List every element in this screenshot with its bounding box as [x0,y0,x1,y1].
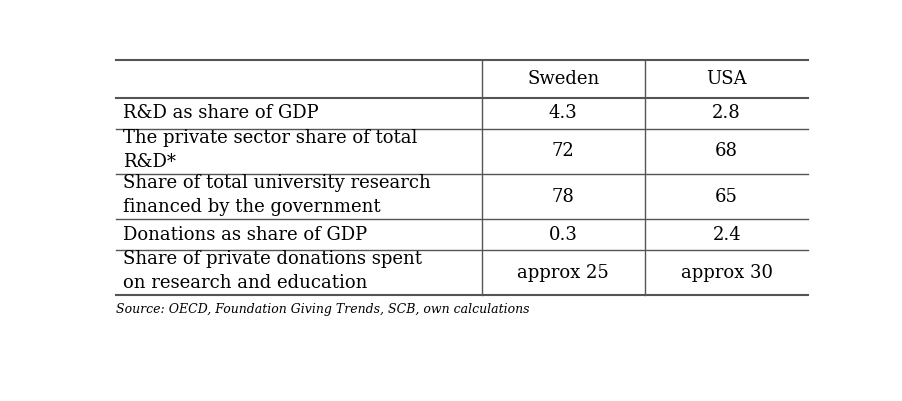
Text: 78: 78 [552,188,575,206]
Text: approx 30: approx 30 [681,264,773,282]
Text: Share of private donations spent
on research and education: Share of private donations spent on rese… [124,250,422,292]
Text: 4.3: 4.3 [549,104,577,122]
Text: R&D as share of GDP: R&D as share of GDP [124,104,319,122]
Text: Share of total university research
financed by the government: Share of total university research finan… [124,174,431,216]
Text: 72: 72 [552,142,575,160]
Text: Sweden: Sweden [527,70,600,88]
Text: 0.3: 0.3 [549,226,578,244]
Text: approx 25: approx 25 [518,264,609,282]
Text: 68: 68 [715,142,738,160]
Text: 2.8: 2.8 [713,104,741,122]
Text: Donations as share of GDP: Donations as share of GDP [124,226,367,244]
Text: 65: 65 [715,188,738,206]
Text: The private sector share of total
R&D*: The private sector share of total R&D* [124,129,418,171]
Text: Source: OECD, Foundation Giving Trends, SCB, own calculations: Source: OECD, Foundation Giving Trends, … [116,303,529,316]
Text: USA: USA [706,70,747,88]
Text: 2.4: 2.4 [713,226,741,244]
